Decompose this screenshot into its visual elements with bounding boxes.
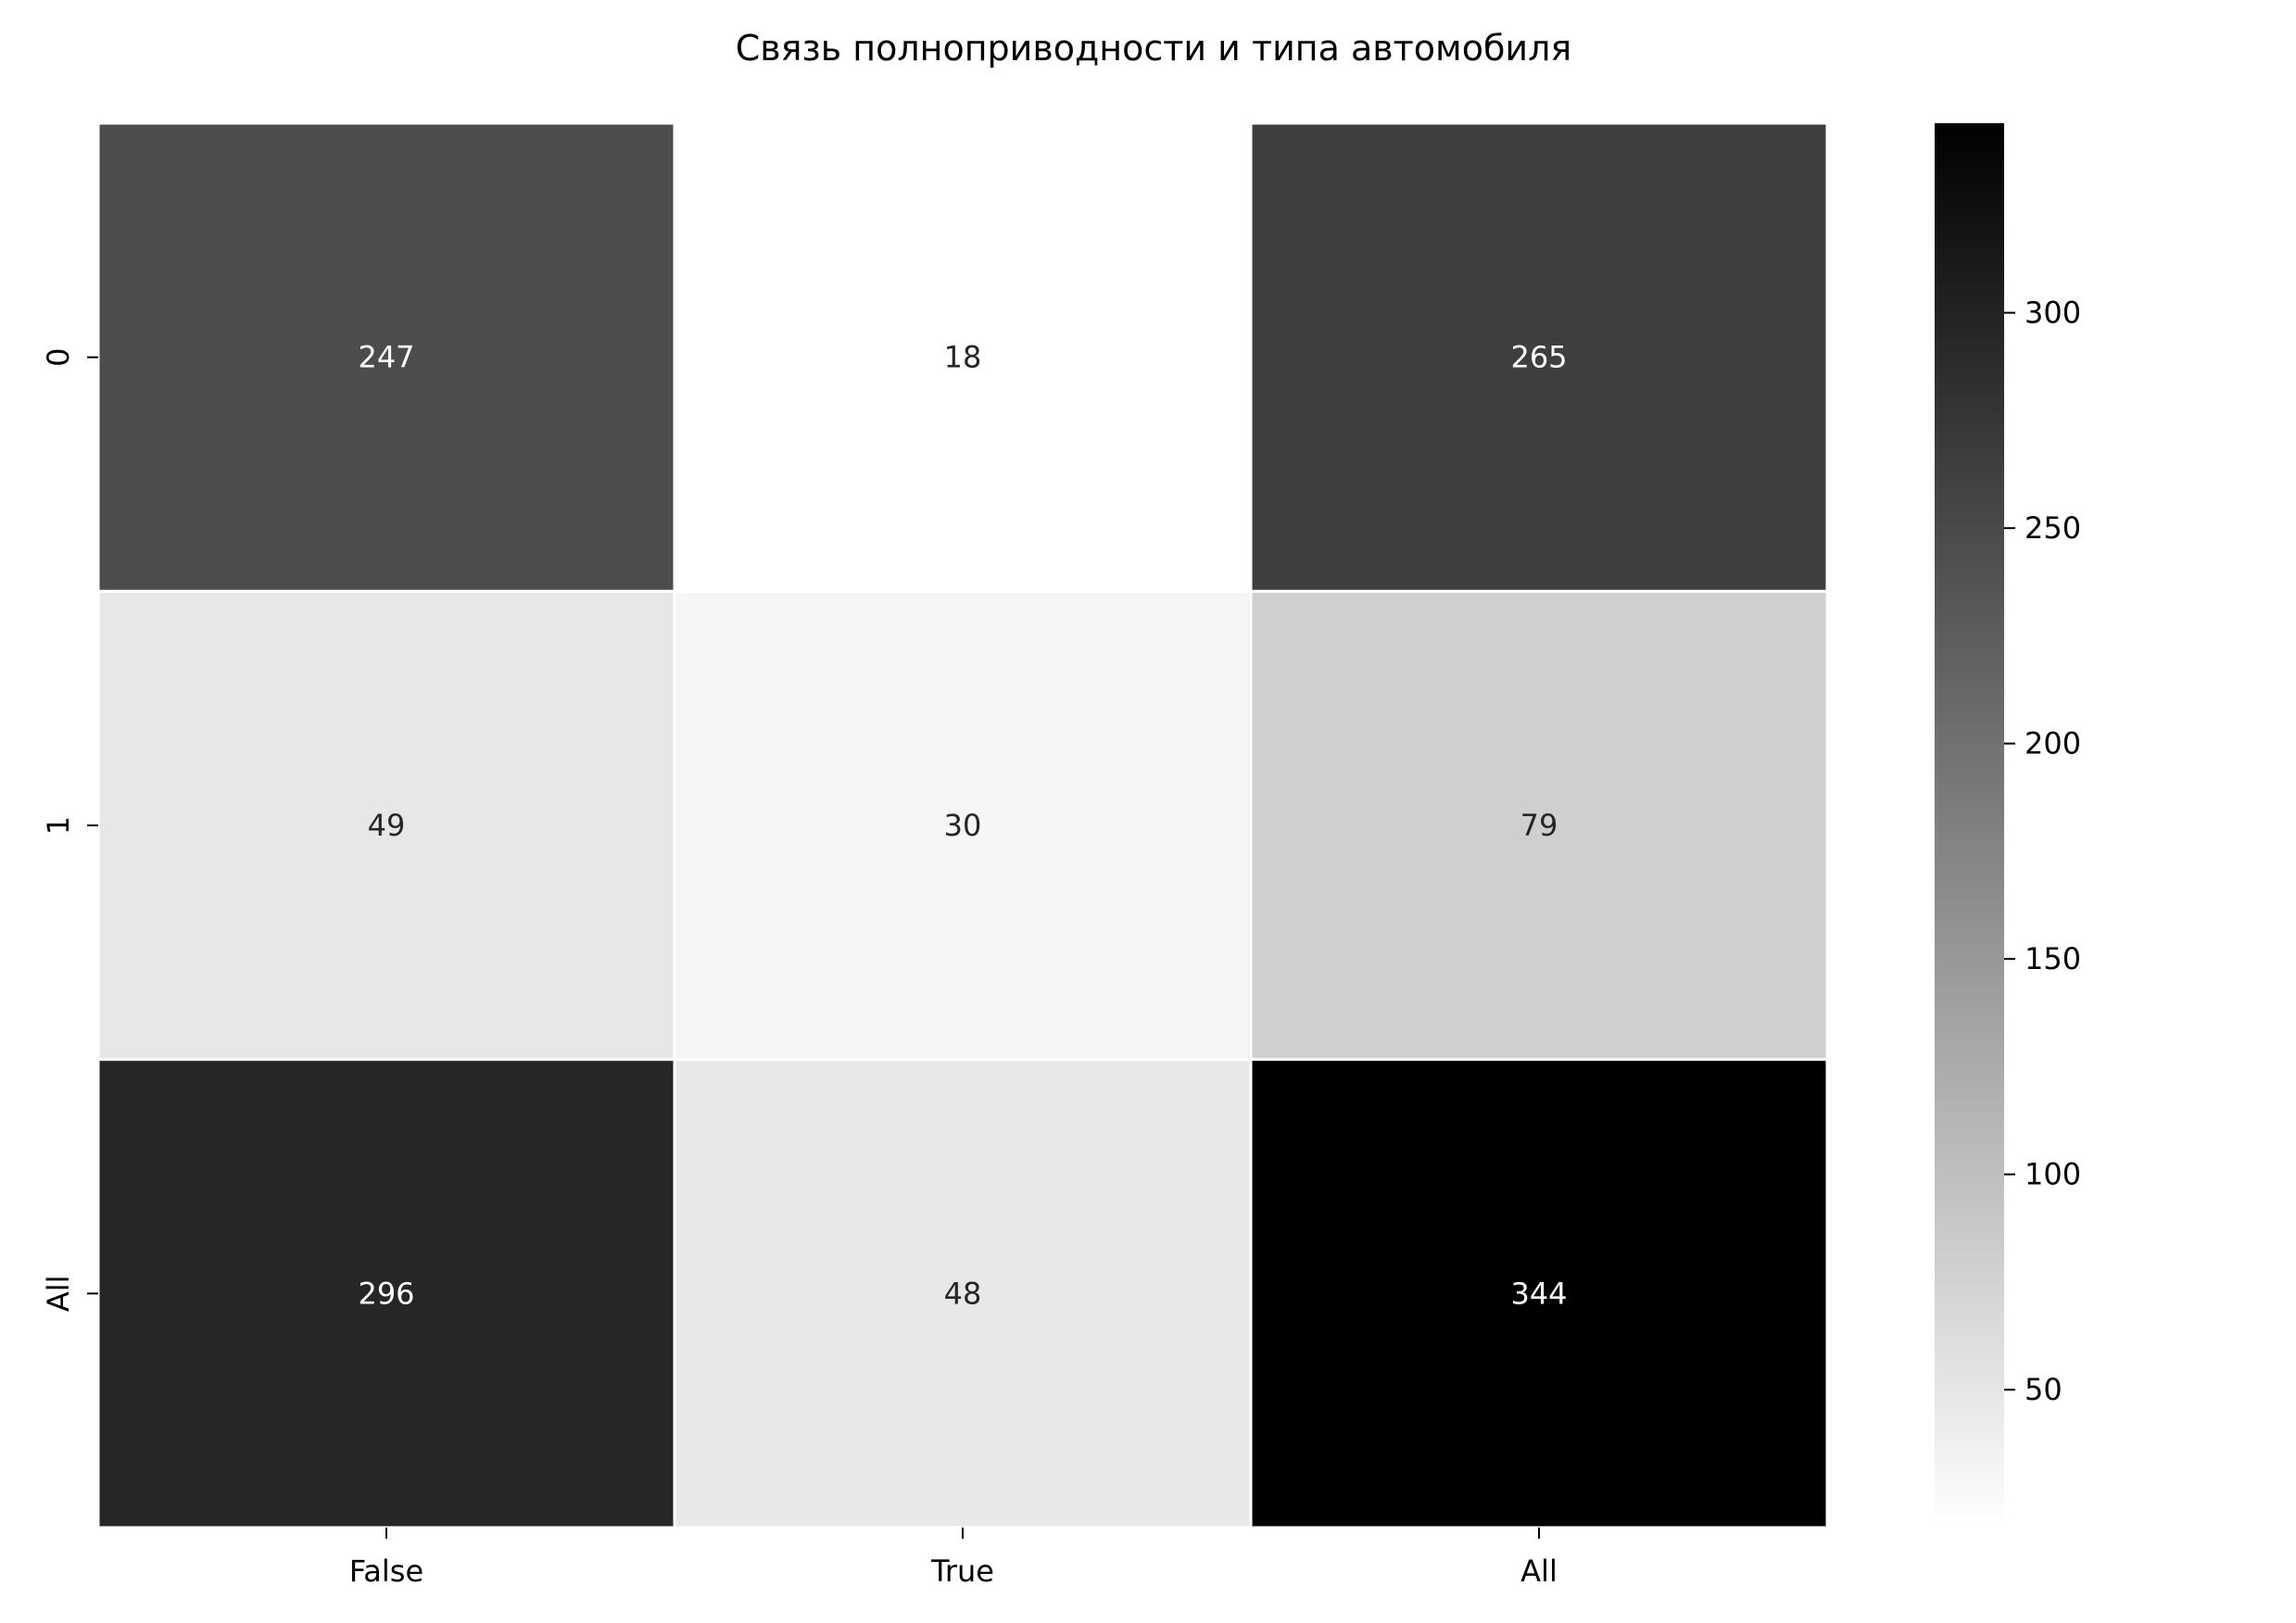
y-axis: 0 1 All <box>41 347 98 1312</box>
colorbar-tick-label: 200 <box>2025 726 2081 761</box>
heatmap-cell <box>96 589 676 1062</box>
cell-value-label: 30 <box>944 808 982 843</box>
cell-value-label: 18 <box>944 340 982 375</box>
heatmap-cell <box>1249 589 1829 1062</box>
heatmap-cell <box>1249 1058 1829 1529</box>
x-tick-label: All <box>1520 1554 1558 1589</box>
colorbar-tick-label: 150 <box>2025 941 2081 976</box>
heatmap-cell <box>1249 121 1829 593</box>
colorbar-tick-label: 300 <box>2025 296 2081 331</box>
heatmap-cell-labels: 247 18 265 49 30 79 296 48 344 <box>358 340 1567 1312</box>
cell-value-label: 79 <box>1520 808 1558 843</box>
cell-value-label: 247 <box>358 340 414 375</box>
heatmap-cells <box>96 121 1829 1529</box>
heatmap-cell <box>96 1058 676 1529</box>
cell-value-label: 265 <box>1510 340 1567 375</box>
colorbar-axis: 50 100 150 200 250 300 <box>2004 296 2081 1407</box>
cell-value-label: 296 <box>358 1276 414 1311</box>
x-axis: False True All <box>349 1528 1558 1589</box>
cell-value-label: 48 <box>944 1276 982 1311</box>
heatmap-cell <box>673 121 1253 593</box>
y-tick-label: 0 <box>41 347 76 366</box>
colorbar-tick-label: 250 <box>2025 510 2081 546</box>
cell-value-label: 344 <box>1510 1276 1567 1311</box>
colorbar <box>1935 123 2004 1528</box>
chart-title: Связь полноприводности и типа автомобиля <box>736 28 1572 69</box>
x-tick-label: True <box>930 1554 994 1589</box>
heatmap-cell <box>96 121 676 593</box>
y-tick-label: 1 <box>41 816 76 835</box>
colorbar-tick-label: 100 <box>2025 1157 2081 1192</box>
cell-value-label: 49 <box>368 808 406 843</box>
y-tick-label: All <box>41 1275 76 1312</box>
colorbar-tick-label: 50 <box>2025 1372 2063 1407</box>
x-tick-label: False <box>349 1554 423 1589</box>
heatmap-cell <box>673 1058 1253 1529</box>
